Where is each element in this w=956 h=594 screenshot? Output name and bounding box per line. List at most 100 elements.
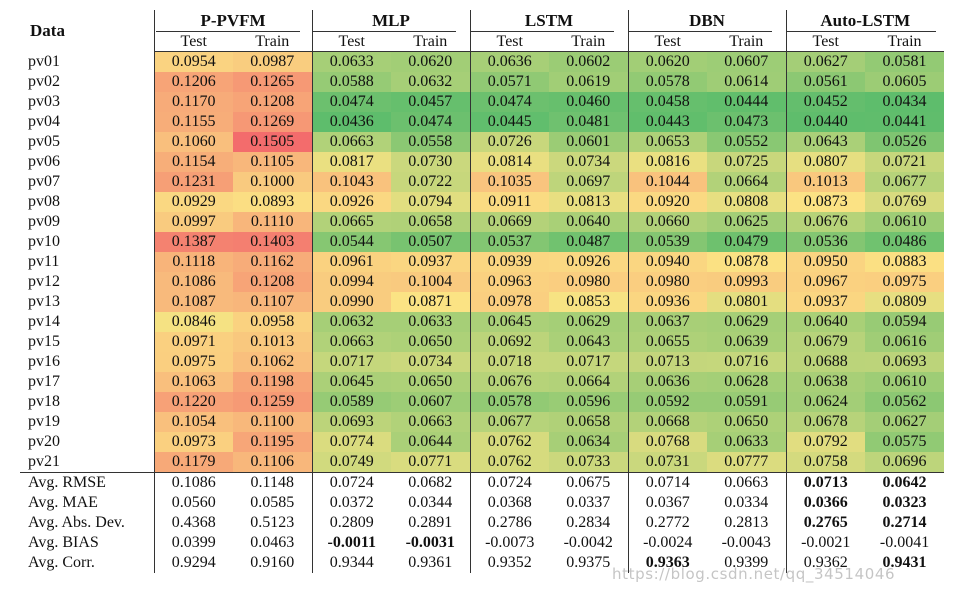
- heatmap-cell: 0.0669: [469, 212, 550, 232]
- heatmap-cell: 0.0571: [469, 72, 550, 92]
- heatmap-cell: 0.0578: [469, 392, 550, 412]
- heatmap-cell: 0.0636: [627, 372, 708, 392]
- heatmap-cell: 0.0610: [865, 212, 945, 232]
- summary-cell: -0.0011: [311, 533, 392, 553]
- heatmap-cell: 0.1110: [233, 212, 313, 232]
- summary-cell: 0.0337: [566, 494, 611, 511]
- heatmap-cell: 0.0980: [549, 272, 629, 292]
- summary-cell: 0.2765: [785, 513, 866, 533]
- summary-cell: 0.0367: [627, 493, 708, 513]
- row-label: pv14: [28, 313, 60, 330]
- heatmap-cell: 0.0601: [549, 132, 629, 152]
- heatmap-cell: 0.0610: [865, 372, 945, 392]
- heatmap-cell: 0.1154: [153, 152, 233, 172]
- heatmap-cell: 0.0725: [707, 152, 787, 172]
- group-underline: [312, 31, 456, 32]
- table-row: pv04 0.1155 0.1269 0.0436 0.0474 0.0445 0.0481…: [20, 112, 945, 132]
- heatmap-cell: 0.0664: [707, 172, 787, 192]
- heatmap-cell: 0.0481: [549, 112, 629, 132]
- summary-cell: 0.9294: [153, 553, 233, 573]
- summary-cell: 0.0713: [785, 472, 866, 493]
- heatmap-cell: 0.0713: [627, 352, 708, 372]
- heatmap-cell: 0.1220: [153, 392, 233, 412]
- heatmap-cell: 0.0627: [785, 51, 866, 72]
- heatmap-cell: 0.0650: [707, 412, 787, 432]
- heatmap-cell: 0.0677: [469, 412, 550, 432]
- heatmap-cell: 0.1208: [233, 92, 313, 112]
- heatmap-cell: 0.0961: [311, 252, 392, 272]
- summary-cell: 0.0714: [627, 472, 708, 493]
- heatmap-cell: 0.0539: [627, 232, 708, 252]
- heatmap-cell: 0.0692: [469, 332, 550, 352]
- table-row: pv01 0.0954 0.0987 0.0633 0.0620 0.0636 0.0602…: [20, 51, 945, 72]
- heatmap-cell: 0.0629: [549, 312, 629, 332]
- summary-cell: 0.2714: [882, 514, 927, 531]
- summary-cell: 0.2786: [469, 513, 550, 533]
- heatmap-cell: 0.0629: [707, 312, 787, 332]
- heatmap-cell: 0.0636: [469, 51, 550, 72]
- heatmap-cell: 0.0777: [707, 452, 787, 473]
- heatmap-cell: 0.1106: [233, 452, 313, 473]
- summary-cell: 0.0560: [153, 493, 233, 513]
- heatmap-cell: 0.0958: [233, 312, 313, 332]
- row-label: pv01: [28, 52, 60, 70]
- table-row: pv16 0.0975 0.1062 0.0717 0.0734 0.0718 0.0717…: [20, 352, 945, 372]
- heatmap-cell: 0.0721: [865, 152, 945, 172]
- row-label: pv07: [28, 173, 60, 190]
- heatmap-cell: 0.1162: [233, 252, 313, 272]
- heatmap-cell: 0.0486: [865, 232, 945, 252]
- table-row: pv02 0.1206 0.1265 0.0588 0.0632 0.0571 0.0619…: [20, 72, 945, 92]
- heatmap-cell: 0.0650: [391, 372, 471, 392]
- heatmap-cell: 0.0633: [311, 51, 392, 72]
- heatmap-cell: 0.0774: [311, 432, 392, 452]
- heatmap-cell: 0.0440: [785, 112, 866, 132]
- summary-cell: 0.9344: [311, 553, 392, 573]
- heatmap-cell: 0.0688: [785, 352, 866, 372]
- heatmap-cell: 0.0997: [153, 212, 233, 232]
- heatmap-cell: 0.0452: [785, 92, 866, 112]
- heatmap-cell: 0.0664: [549, 372, 629, 392]
- heatmap-cell: 0.0731: [627, 452, 708, 473]
- heatmap-cell: 0.1206: [153, 72, 233, 92]
- summary-cell: 0.0585: [250, 494, 295, 511]
- table-row: pv10 0.1387 0.1403 0.0544 0.0507 0.0537 0.0487…: [20, 232, 945, 252]
- heatmap-cell: 0.0443: [627, 112, 708, 132]
- heatmap-cell: 0.0487: [549, 232, 629, 252]
- watermark: https://blog.csdn.net/qq_34514046: [612, 565, 896, 583]
- heatmap-cell: 0.0963: [469, 272, 550, 292]
- summary-cell: 0.5123: [250, 514, 295, 531]
- summary-cell: 0.4368: [153, 513, 233, 533]
- summary-label: Avg. RMSE: [20, 472, 154, 493]
- heatmap-cell: 0.0544: [311, 232, 392, 252]
- group-header-auto-lstm: Auto-LSTM: [785, 10, 945, 32]
- heatmap-cell: 0.0633: [707, 432, 787, 452]
- heatmap-cell: 0.0971: [153, 332, 233, 352]
- heatmap-cell: 0.0809: [865, 292, 945, 312]
- summary-label: Avg. MAE: [28, 494, 98, 511]
- heatmap-cell: 0.0474: [311, 92, 392, 112]
- heatmap-cell: 0.0625: [707, 212, 787, 232]
- heatmap-cell: 0.0634: [549, 432, 629, 452]
- heatmap-cell: 0.1265: [233, 72, 313, 92]
- heatmap-cell: 0.0929: [153, 192, 233, 212]
- heatmap-cell: 0.0734: [549, 152, 629, 172]
- summary-cell: 0.0372: [311, 493, 392, 513]
- summary-cell: -0.0042: [563, 534, 613, 551]
- heatmap-cell: 0.0474: [469, 92, 550, 112]
- summary-cell: -0.0073: [469, 533, 550, 553]
- group-header-p-pvfm: P-PVFM: [153, 10, 313, 32]
- heatmap-cell: 0.0645: [311, 372, 392, 392]
- row-label: pv05: [28, 133, 60, 150]
- heatmap-cell: 0.1062: [233, 352, 313, 372]
- table-row: pv09 0.0997 0.1110 0.0665 0.0658 0.0669 0.0640…: [20, 212, 945, 232]
- heatmap-cell: 0.0640: [785, 312, 866, 332]
- summary-cell: 0.2813: [724, 514, 769, 531]
- summary-cell: 0.0368: [469, 493, 550, 513]
- table-row: pv12 0.1086 0.1208 0.0994 0.1004 0.0963 0.0980…: [20, 272, 945, 292]
- heatmap-cell: 0.1195: [233, 432, 313, 452]
- row-label: pv11: [28, 253, 60, 270]
- row-label: pv04: [28, 113, 60, 130]
- heatmap-cell: 0.0975: [865, 272, 945, 292]
- heatmap-cell: 0.0987: [233, 51, 313, 72]
- heatmap-cell: 0.1118: [153, 252, 233, 272]
